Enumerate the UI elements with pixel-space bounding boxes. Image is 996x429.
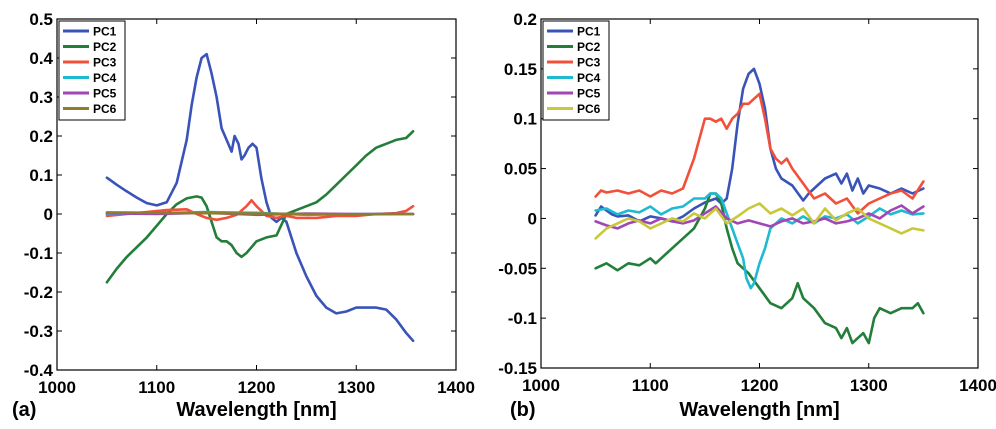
x-tick-label: 1100 (632, 376, 669, 395)
x-tick-label: 1100 (138, 378, 175, 397)
series-line-pc3 (594, 92, 925, 215)
x-tick-label: 1200 (238, 378, 276, 397)
y-tick-label: 0.3 (29, 88, 53, 107)
y-tick-label: 0.5 (29, 10, 53, 29)
legend-label: PC1 (577, 25, 601, 39)
y-tick-label: -0.1 (24, 244, 53, 263)
y-tick-label: -0.05 (498, 259, 537, 278)
series-line-pc1 (594, 67, 925, 223)
x-tick-label: 1000 (522, 376, 560, 395)
panel-label: (a) (12, 399, 36, 421)
legend-label: PC3 (577, 56, 601, 70)
x-tick-label: 1300 (850, 376, 888, 395)
panel-label: (b) (510, 399, 536, 421)
series-line-pc5 (594, 204, 925, 230)
x-axis-label: Wavelength [nm] (176, 399, 336, 421)
y-tick-label: -0.2 (24, 283, 53, 302)
x-tick-label: 1200 (741, 376, 779, 395)
y-tick-label: 0 (528, 209, 537, 228)
y-tick-label: 0 (44, 205, 53, 224)
y-tick-label: 0.1 (29, 166, 53, 185)
y-tick-label: 0.2 (29, 127, 53, 146)
legend-box (58, 20, 126, 121)
legend-box (542, 20, 610, 121)
series-line-pc6 (105, 211, 415, 216)
y-tick-label: -0.3 (24, 322, 53, 341)
x-axis-label: Wavelength [nm] (679, 399, 839, 421)
y-tick-label: -0.15 (498, 359, 537, 378)
legend-label: PC6 (577, 102, 601, 116)
series-line-pc2 (594, 192, 925, 345)
y-tick-label: 0.1 (513, 110, 537, 129)
x-tick-label: 1000 (38, 378, 76, 397)
y-tick-label: -0.1 (508, 309, 537, 328)
legend-label: PC4 (577, 71, 601, 85)
series-line-pc1 (105, 52, 415, 343)
series-line-pc6 (594, 202, 925, 240)
legend-label: PC5 (577, 87, 601, 101)
legend-label: PC1 (93, 25, 117, 39)
x-tick-label: 1400 (437, 378, 475, 397)
y-tick-label: 0.05 (504, 160, 537, 179)
x-tick-label: 1300 (337, 378, 375, 397)
y-tick-label: -0.4 (24, 361, 54, 380)
x-tick-label: 1400 (959, 376, 996, 395)
legend-label: PC4 (93, 71, 117, 85)
legend-label: PC2 (577, 40, 601, 54)
chart-panel-b: 1000 1100 1200 1300 1400 -0.15 -0.1 -0.05 0 0.05 0… (498, 10, 996, 421)
y-tick-label: 0.4 (29, 49, 53, 68)
legend-label: PC2 (93, 40, 117, 54)
legend-label: PC6 (93, 102, 117, 116)
y-tick-label: 0.15 (504, 60, 537, 79)
y-tick-label: 0.2 (513, 10, 537, 29)
legend-label: PC3 (93, 56, 117, 70)
series-line-pc4 (594, 192, 925, 290)
chart-panel-a: 1000 1100 1200 1300 1400 -0.4 -0.3 -0.2 -0.1 0 0.1… (12, 10, 475, 421)
legend-label: PC5 (93, 87, 117, 101)
